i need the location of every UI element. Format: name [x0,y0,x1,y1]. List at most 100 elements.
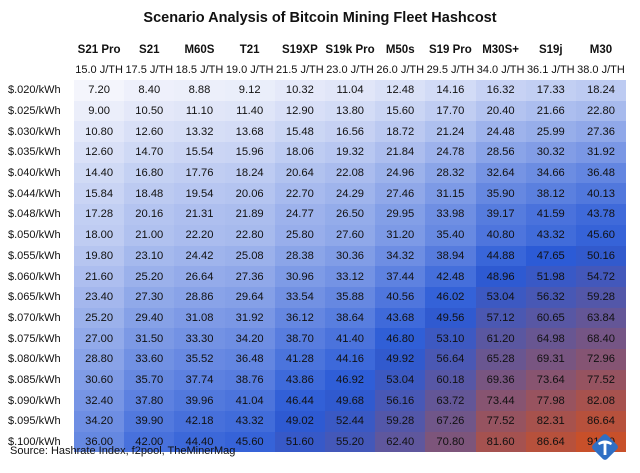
heatmap-cell: 15.84 [74,183,125,205]
heatmap-cell: 16.32 [475,80,526,101]
column-header-efficiency: 23.0 J/TH [326,64,374,76]
column-header-efficiency: 19.0 J/TH [225,64,274,76]
heatmap-cell: 30.36 [324,245,376,267]
heatmap-cell: 31.50 [124,328,175,349]
heatmap-cell: 36.48 [575,162,627,184]
row-label-price: $.100/kWh [8,436,61,449]
heatmap-cell: 63.72 [425,390,476,411]
heatmap-cell: 33.98 [425,204,476,225]
heatmap-cell: 27.00 [74,328,125,349]
heatmap-cell: 22.80 [575,100,627,122]
heatmap-cell: 73.64 [525,369,576,391]
heatmap-cell: 27.36 [224,266,275,287]
table-row: $.085/kWh 30.60 35.70 37.74 38.76 43.86 46.92 5… [6,369,627,391]
table-row: $.035/kWh 12.60 14.70 15.54 15.96 18.06 19.32 2… [6,142,627,163]
column-header-model: S19XP [281,43,318,56]
heatmap-cell: 16.80 [124,162,175,184]
heatmap-cell: 51.60 [274,431,325,453]
column-header-model: T21 [239,43,260,56]
heatmap-cell: 40.56 [375,286,426,308]
heatmap-cell: 46.02 [425,286,476,308]
heatmap-cell: 13.32 [174,121,225,143]
model-header-row: S21 Pro S21 M60S T21 S19XP S19k Pro M50s S19 Pr… [6,39,626,60]
heatmap-cell: 16.56 [324,121,376,143]
heatmap-cell: 35.40 [425,224,476,246]
heatmap-cell: 10.50 [124,100,175,122]
heatmap-cell: 15.60 [375,100,426,122]
heatmap-cell: 18.48 [124,183,175,205]
heatmap-cell: 35.70 [124,369,175,391]
heatmap-cell: 49.56 [425,307,476,329]
heatmap-cell: 25.20 [74,307,125,329]
heatmap-cell: 65.28 [475,348,526,370]
column-header-model: S21 [139,43,160,56]
heatmap-cell: 19.54 [174,183,225,205]
heatmap-cell: 29.40 [124,307,175,329]
heatmap-cell: 29.95 [375,204,426,225]
heatmap-cell: 8.88 [174,80,225,101]
table-row: $.070/kWh 25.20 29.40 31.08 31.92 36.12 38.64 4… [6,307,627,329]
heatmap-cell: 23.10 [124,245,175,267]
column-header-efficiency: 29.5 J/TH [426,64,475,76]
heatmap-cell: 21.84 [375,142,426,163]
heatmap-cell: 82.31 [525,411,576,432]
heatmap-cell: 42.00 [124,431,175,453]
heatmap-cell: 36.00 [74,431,125,453]
heatmap-cell: 59.28 [575,286,627,308]
heatmap-cell: 21.60 [74,266,125,287]
heatmap-cell: 39.90 [124,411,175,432]
heatmap-cell: 41.04 [224,390,275,411]
row-label-price: $.035/kWh [8,146,61,159]
heatmap-cell: 28.56 [475,142,526,163]
heatmap-cell: 29.64 [224,286,275,308]
heatmap-cell: 11.04 [324,80,376,101]
heatmap-cell: 38.94 [425,245,476,267]
row-label-price: $.065/kWh [8,291,61,304]
heatmap-cell: 30.32 [525,142,576,163]
heatmap-cell: 39.96 [174,390,225,411]
heatmap-cell: 45.60 [575,224,627,246]
heatmap-cell: 17.70 [425,100,476,122]
heatmap-cell: 42.48 [425,266,476,287]
row-label-price: $.090/kWh [8,394,61,407]
heatmap-cell: 48.96 [475,266,526,287]
heatmap-cell: 34.20 [74,411,125,432]
table-row: $.080/kWh 28.80 33.60 35.52 36.48 41.28 44.16 4… [6,348,627,370]
row-label-price: $.080/kWh [8,353,61,366]
row-label-price: $.025/kWh [8,105,61,118]
heatmap-cell: 9.12 [224,80,275,101]
heatmap-cell: 20.64 [274,162,325,184]
heatmap-cell: 11.40 [224,100,275,122]
row-label-price: $.048/kWh [8,208,61,221]
heatmap-cell: 31.92 [575,142,627,163]
heatmap-cell: 49.92 [375,348,426,370]
heatmap-cell: 28.86 [174,286,225,308]
table-row: $.060/kWh 21.60 25.20 26.64 27.36 30.96 33.12 3… [6,266,627,287]
heatmap-cell: 50.16 [575,245,627,267]
hashcost-heatmap-table: S21 Pro S21 M60S T21 S19XP S19k Pro M50s S19 Pr… [6,39,627,453]
heatmap-cell: 77.52 [575,369,627,391]
heatmap-cell: 14.16 [425,80,476,101]
heatmap-cell: 22.08 [324,162,376,184]
heatmap-cell: 53.10 [425,328,476,349]
row-label-price: $.095/kWh [8,415,61,428]
row-label-price: $.075/kWh [8,332,61,345]
heatmap-cell: 18.24 [224,162,275,184]
heatmap-cell: 24.42 [174,245,225,267]
heatmap-cell: 28.38 [274,245,325,267]
heatmap-cell: 36.48 [224,348,275,370]
heatmap-cell: 53.04 [375,369,426,391]
table-row: $.030/kWh 10.80 12.60 13.32 13.68 15.48 16.56 1… [6,121,627,143]
heatmap-cell: 43.78 [575,204,627,225]
heatmap-cell: 15.48 [274,121,325,143]
heatmap-cell: 67.26 [425,411,476,432]
heatmap-cell: 9.00 [74,100,125,122]
heatmap-cell: 18.72 [375,121,426,143]
row-label-price: $.055/kWh [8,249,61,262]
heatmap-cell: 26.64 [174,266,225,287]
heatmap-cell: 21.00 [124,224,175,246]
table-row: $.020/kWh 7.20 8.40 8.88 9.12 10.32 11.04 12.48… [6,80,627,101]
heatmap-cell: 35.90 [475,183,526,205]
heatmap-cell: 7.20 [74,80,125,101]
heatmap-cell: 12.60 [74,142,125,163]
